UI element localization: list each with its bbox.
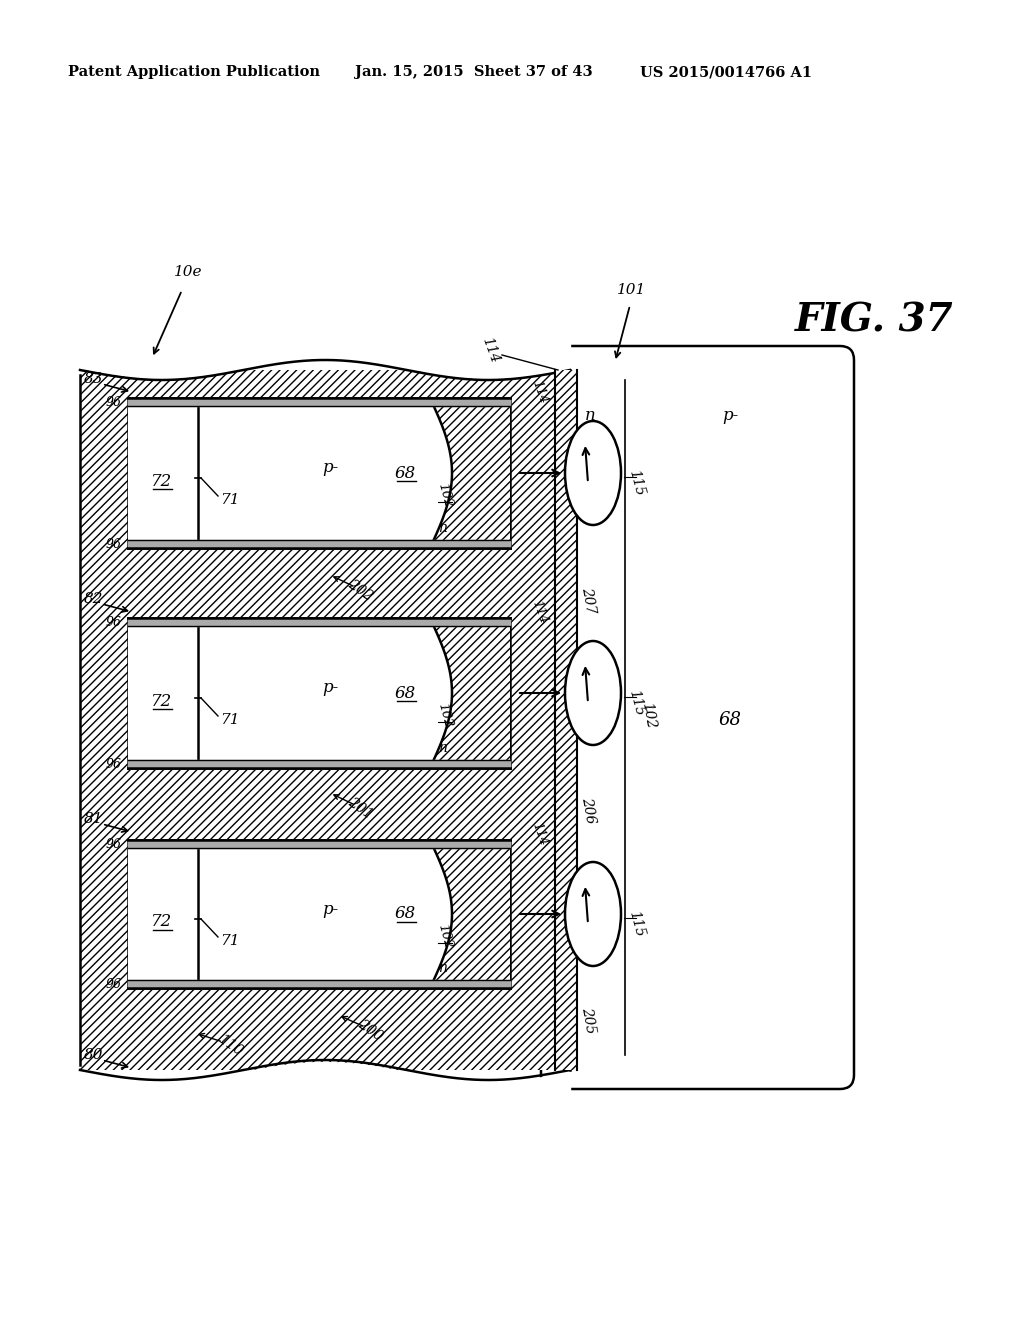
Bar bbox=[128, 399, 430, 548]
Text: 71: 71 bbox=[220, 492, 240, 507]
Text: 96: 96 bbox=[106, 758, 122, 771]
Text: 96: 96 bbox=[106, 537, 122, 550]
Text: 114: 114 bbox=[529, 379, 550, 405]
Text: Patent Application Publication: Patent Application Publication bbox=[68, 65, 319, 79]
Text: 96: 96 bbox=[106, 837, 122, 850]
Text: 72: 72 bbox=[152, 913, 173, 931]
Text: 114: 114 bbox=[479, 335, 501, 364]
Bar bbox=[128, 840, 510, 987]
Text: 68: 68 bbox=[394, 906, 416, 923]
Text: Jan. 15, 2015  Sheet 37 of 43: Jan. 15, 2015 Sheet 37 of 43 bbox=[355, 65, 593, 79]
Polygon shape bbox=[430, 840, 510, 987]
Text: 114: 114 bbox=[529, 598, 550, 626]
Text: FIG. 37: FIG. 37 bbox=[795, 301, 953, 339]
Text: 96: 96 bbox=[106, 978, 122, 990]
Text: 110: 110 bbox=[215, 1032, 245, 1059]
Text: p-: p- bbox=[722, 407, 738, 424]
Text: 115: 115 bbox=[626, 688, 646, 718]
Text: 96: 96 bbox=[106, 615, 122, 628]
Text: 205: 205 bbox=[579, 1006, 597, 1035]
Text: 114: 114 bbox=[529, 821, 550, 847]
Bar bbox=[128, 618, 430, 768]
Text: 68: 68 bbox=[394, 685, 416, 701]
Text: 82: 82 bbox=[84, 591, 103, 606]
Text: 206: 206 bbox=[579, 796, 597, 824]
Text: p-: p- bbox=[322, 900, 338, 917]
Text: 81: 81 bbox=[84, 812, 103, 826]
Text: 80: 80 bbox=[84, 1048, 103, 1063]
Text: 102: 102 bbox=[435, 701, 455, 729]
Polygon shape bbox=[430, 618, 510, 768]
Text: 207: 207 bbox=[579, 586, 597, 614]
Text: 202: 202 bbox=[345, 577, 375, 603]
Text: 102: 102 bbox=[639, 701, 657, 730]
Text: 71: 71 bbox=[220, 713, 240, 727]
Text: 102: 102 bbox=[435, 923, 455, 950]
Text: 10e: 10e bbox=[174, 265, 203, 279]
Text: 200: 200 bbox=[355, 1016, 385, 1043]
FancyBboxPatch shape bbox=[541, 346, 854, 1089]
Text: 102: 102 bbox=[435, 482, 455, 508]
Text: 68: 68 bbox=[719, 711, 741, 729]
Text: p-: p- bbox=[322, 459, 338, 477]
Text: n: n bbox=[437, 741, 446, 755]
Ellipse shape bbox=[565, 642, 621, 744]
Bar bbox=[128, 399, 510, 548]
Text: 68: 68 bbox=[394, 465, 416, 482]
Text: 71: 71 bbox=[220, 935, 240, 948]
Text: p-: p- bbox=[322, 680, 338, 697]
Ellipse shape bbox=[565, 862, 621, 966]
Text: n: n bbox=[437, 521, 446, 535]
Bar bbox=[128, 618, 510, 768]
Text: n: n bbox=[585, 407, 595, 424]
Text: 115: 115 bbox=[626, 469, 646, 498]
Bar bbox=[80, 370, 570, 1071]
Text: 96: 96 bbox=[106, 396, 122, 408]
Text: n: n bbox=[437, 961, 446, 975]
Text: 101: 101 bbox=[617, 282, 646, 297]
Bar bbox=[128, 840, 430, 987]
Text: 115: 115 bbox=[626, 909, 646, 939]
Text: 201: 201 bbox=[345, 795, 375, 821]
Text: 72: 72 bbox=[152, 473, 173, 490]
Text: 83: 83 bbox=[84, 372, 103, 385]
Ellipse shape bbox=[565, 421, 621, 525]
Text: 72: 72 bbox=[152, 693, 173, 710]
Bar bbox=[555, 370, 577, 1071]
Polygon shape bbox=[430, 399, 510, 548]
Bar bbox=[80, 370, 570, 1071]
Text: US 2015/0014766 A1: US 2015/0014766 A1 bbox=[640, 65, 812, 79]
